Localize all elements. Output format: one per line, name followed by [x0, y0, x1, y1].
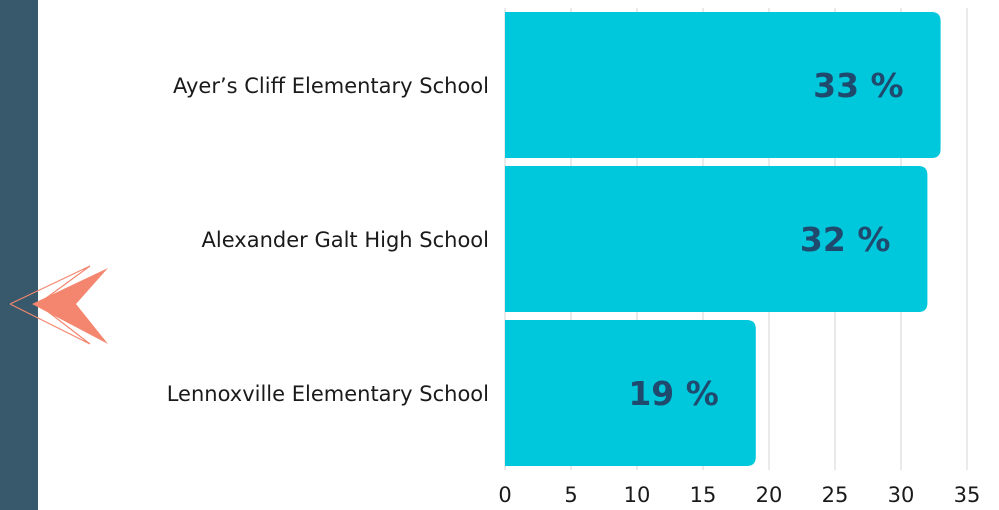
back-arrow-icon[interactable] [10, 262, 110, 348]
category-label-0: Ayer’s Cliff Elementary School [173, 74, 489, 98]
x-tick-label-1: 5 [564, 483, 577, 507]
x-tick-label-5: 25 [822, 483, 849, 507]
category-labels: Ayer’s Cliff Elementary School Alexander … [167, 74, 489, 406]
x-tick-label-6: 30 [888, 483, 915, 507]
category-label-2: Lennoxville Elementary School [167, 382, 489, 406]
bar-1 [505, 166, 928, 312]
back-arrow-fill [32, 268, 108, 344]
x-axis-ticks: 0 5 10 15 20 25 30 35 [498, 483, 980, 507]
sidebar-strip [0, 0, 38, 510]
bars [505, 12, 941, 466]
x-tick-label-0: 0 [498, 483, 511, 507]
value-label-1: 32 % [800, 220, 890, 259]
bar-2 [505, 320, 756, 466]
value-labels: 33 % 32 % 19 % [628, 66, 903, 413]
x-tick-label-3: 15 [690, 483, 717, 507]
bar-0 [505, 12, 941, 158]
x-tick-label-7: 35 [954, 483, 981, 507]
value-label-0: 33 % [813, 66, 903, 105]
x-tick-label-4: 20 [756, 483, 783, 507]
value-label-2: 19 % [628, 374, 718, 413]
x-tick-label-2: 10 [624, 483, 651, 507]
category-label-1: Alexander Galt High School [202, 228, 489, 252]
